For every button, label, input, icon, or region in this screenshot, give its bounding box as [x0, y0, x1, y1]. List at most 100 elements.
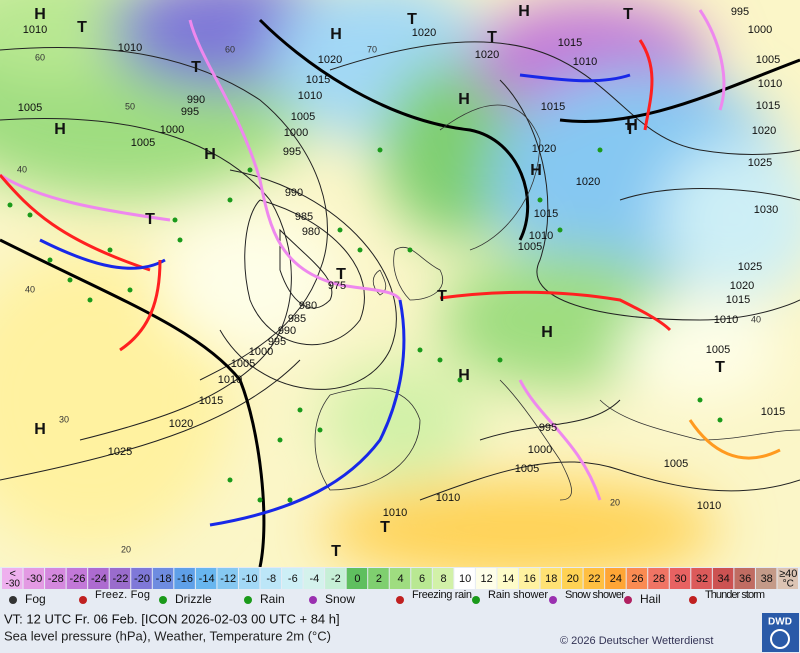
pressure-center: H — [34, 421, 46, 438]
isobar-label: 995 — [539, 422, 557, 434]
isobar-label: 995 — [283, 146, 301, 158]
isobar-label: 1025 — [748, 157, 772, 169]
legend-symbol — [689, 596, 697, 604]
isobar-label: 1020 — [475, 49, 499, 61]
scale-cell — [454, 568, 475, 589]
legend-label: Drizzle — [175, 592, 212, 606]
scale-label: -6 — [288, 573, 298, 585]
pressure-center: T — [336, 266, 346, 283]
weather-symbol — [287, 497, 293, 503]
isobar-label: 1025 — [738, 261, 762, 273]
valid-time: VT: 12 UTC Fr. 06 Feb. [ICON 2026-02-03 … — [4, 611, 340, 626]
scale-label: 2 — [376, 573, 382, 585]
pressure-center: T — [331, 543, 341, 560]
scale-label: 36 — [739, 573, 751, 585]
scale-label: -8 — [266, 573, 276, 585]
isobar-label: 1015 — [761, 406, 785, 418]
scale-label: 8 — [441, 573, 447, 585]
scale-cell — [518, 568, 540, 589]
isobar-label: 1010 — [383, 507, 407, 519]
isobar-label: 1015 — [541, 101, 565, 113]
isobar-label: 1005 — [756, 54, 780, 66]
temperature-contour-label: 40 — [17, 164, 27, 174]
scale-label: 24 — [610, 573, 622, 585]
pressure-center: H — [330, 26, 342, 43]
dwd-logo-text: DWD — [768, 617, 792, 628]
isobar-label: 1010 — [118, 42, 142, 54]
isobar-label: 1020 — [752, 125, 776, 137]
scale-label: -12 — [220, 573, 236, 585]
weather-symbol — [227, 197, 233, 203]
scale-label: 14 — [502, 573, 514, 585]
pressure-center: H — [34, 6, 46, 23]
isobar-label: 995 — [731, 6, 749, 18]
isobar-label: 1020 — [532, 143, 556, 155]
scale-label: -10 — [242, 573, 258, 585]
isobar-label: 1005 — [515, 463, 539, 475]
temperature-contour-label: 60 — [225, 44, 235, 54]
scale-label: 20 — [567, 573, 579, 585]
weather-symbol — [247, 167, 253, 173]
weather-symbol — [597, 147, 603, 153]
scale-label: 22 — [588, 573, 600, 585]
weather-symbol — [257, 497, 263, 503]
legend-label: Rain — [260, 592, 285, 606]
weather-symbol — [297, 407, 303, 413]
isobar-label: 1005 — [706, 344, 730, 356]
isobar-label: 1010 — [697, 500, 721, 512]
isobar-label: 990 — [278, 325, 296, 337]
scale-cell — [475, 568, 497, 589]
isobar-label: 1020 — [576, 176, 600, 188]
scale-cell — [66, 568, 88, 589]
pressure-center: H — [54, 121, 66, 138]
legend-symbol — [79, 596, 87, 604]
legend-symbol — [624, 596, 632, 604]
pressure-center: T — [380, 519, 390, 536]
scale-label: 18 — [545, 573, 557, 585]
isobar-label: 1005 — [18, 102, 42, 114]
legend-symbol — [9, 596, 17, 604]
pressure-center: T — [437, 288, 447, 305]
weather-symbol — [717, 417, 723, 423]
weather-symbol — [697, 397, 703, 403]
weather-symbol — [557, 227, 563, 233]
scale-cell — [260, 568, 282, 589]
pressure-center: H — [530, 162, 542, 179]
scale-label: 30 — [674, 573, 686, 585]
scale-label: 0 — [354, 573, 360, 585]
isobar-label: 995 — [181, 106, 199, 118]
pressure-center: H — [458, 367, 470, 384]
pressure-center: T — [625, 121, 635, 138]
temperature-contour-label: 20 — [121, 544, 131, 554]
isobar-label: 1010 — [23, 24, 47, 36]
isobar-label: 1015 — [199, 395, 223, 407]
scale-cell — [583, 568, 605, 589]
temperature-contour-label: 70 — [367, 44, 377, 54]
scale-cell — [325, 568, 346, 589]
scale-label: -28 — [48, 573, 64, 585]
isobar-label: 1005 — [518, 241, 542, 253]
scale-label: < — [10, 568, 16, 580]
weather-symbol — [7, 202, 13, 208]
isobar-label: 1000 — [748, 24, 772, 36]
isobar-label: 1010 — [758, 78, 782, 90]
scale-label: 34 — [717, 573, 729, 585]
legend-symbol — [244, 596, 252, 604]
isobar-label: 1015 — [558, 37, 582, 49]
scale-cell — [303, 568, 325, 589]
pressure-center: H — [541, 324, 553, 341]
scale-cell — [777, 568, 798, 589]
temperature-contour-label: 20 — [610, 497, 620, 507]
isobar-label: 985 — [288, 313, 306, 325]
temperature-contour-label: 30 — [59, 414, 69, 424]
weather-symbol — [437, 357, 443, 363]
scale-cell — [432, 568, 454, 589]
legend-label: Rain shower — [488, 589, 548, 601]
isobar-label: 1015 — [756, 100, 780, 112]
temperature-contour-label: 50 — [125, 101, 135, 111]
scale-cell — [152, 568, 174, 589]
scale-cell — [540, 568, 562, 589]
weather-symbol — [127, 287, 133, 293]
fronts — [0, 9, 781, 527]
